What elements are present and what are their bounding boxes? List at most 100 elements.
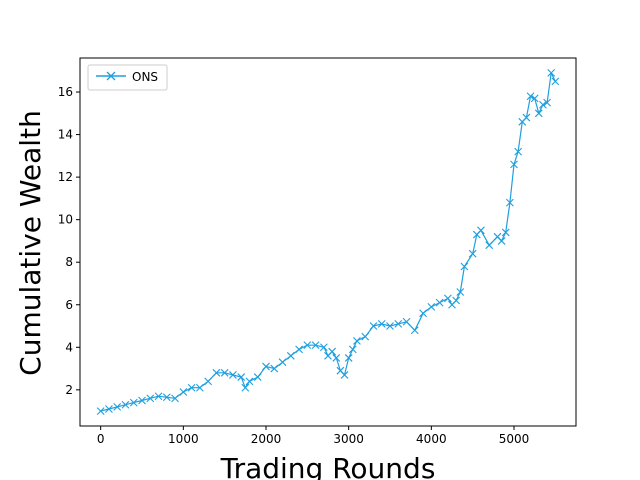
- data-point: [435, 298, 444, 307]
- x-tick-label: 0: [97, 432, 105, 446]
- legend-box: [87, 64, 168, 91]
- data-point-stroke: [212, 368, 221, 377]
- data-point-stroke: [460, 262, 469, 271]
- data-point: [427, 302, 436, 311]
- data-point: [113, 402, 122, 411]
- data-point: [547, 69, 556, 77]
- data-point: [551, 77, 560, 86]
- data-point-stroke: [361, 332, 370, 341]
- data-point-stroke: [220, 368, 229, 377]
- data-point-stroke: [336, 366, 345, 375]
- data-point-stroke: [534, 109, 543, 118]
- data-point: [514, 147, 523, 156]
- data-point: [369, 322, 378, 330]
- data-point: [303, 341, 312, 350]
- data-point: [332, 354, 341, 362]
- data-point-stroke: [526, 92, 535, 101]
- data-point: [530, 94, 539, 103]
- y-tick-label: 14: [58, 128, 73, 142]
- data-point-stroke: [245, 377, 254, 386]
- data-point-stroke: [278, 358, 287, 367]
- data-point: [402, 317, 411, 326]
- data-point: [361, 332, 370, 341]
- data-point: [497, 237, 506, 245]
- data-point-stroke: [505, 198, 514, 207]
- data-point-stroke: [514, 147, 523, 156]
- data-point-stroke: [121, 400, 130, 409]
- data-point-stroke: [369, 322, 378, 330]
- data-point: [105, 405, 113, 413]
- data-point: [179, 388, 188, 396]
- data-point: [237, 373, 246, 381]
- data-point-stroke: [510, 160, 518, 169]
- data-point-stroke: [262, 362, 270, 371]
- data-point-stroke: [171, 394, 179, 403]
- data-point-stroke: [340, 371, 349, 379]
- y-tick-label: 8: [65, 255, 73, 269]
- data-point: [534, 109, 543, 118]
- legend-label-ons: ONS: [132, 70, 158, 84]
- data-point-stroke: [493, 232, 502, 241]
- data-point-stroke: [113, 402, 122, 411]
- data-point: [460, 262, 469, 271]
- data-point: [348, 345, 357, 354]
- data-point: [328, 347, 337, 356]
- data-point-stroke: [410, 326, 419, 335]
- x-tick-label: 4000: [416, 432, 447, 446]
- data-point-stroke: [477, 226, 485, 235]
- data-point: [278, 358, 287, 367]
- data-point-stroke: [394, 320, 403, 328]
- data-point: [171, 394, 179, 403]
- data-point: [129, 398, 138, 407]
- data-point-stroke: [419, 309, 427, 318]
- y-tick-label: 16: [58, 85, 73, 99]
- data-point: [543, 98, 551, 107]
- data-point-stroke: [402, 317, 411, 326]
- x-tick-label: 2000: [251, 432, 282, 446]
- data-point: [505, 198, 514, 207]
- data-point-stroke: [443, 294, 452, 303]
- data-point-stroke: [286, 351, 295, 360]
- data-point: [344, 354, 353, 362]
- data-point: [229, 371, 237, 379]
- data-point: [443, 294, 452, 303]
- data-point-stroke: [551, 77, 560, 86]
- x-tick-label: 3000: [333, 432, 364, 446]
- data-point: [146, 394, 155, 403]
- data-point-stroke: [456, 288, 465, 296]
- data-point: [241, 383, 250, 392]
- data-point-stroke: [138, 396, 146, 405]
- data-point: [526, 92, 535, 101]
- y-tick-label: 4: [65, 340, 73, 354]
- y-tick-label: 6: [65, 298, 73, 312]
- x-axis-title: Trading Rounds: [220, 452, 436, 480]
- data-point-stroke: [386, 322, 394, 330]
- data-point: [187, 383, 196, 392]
- data-point: [121, 400, 130, 409]
- data-point: [212, 368, 221, 377]
- data-point-stroke: [229, 371, 237, 379]
- data-point-stroke: [353, 337, 361, 345]
- data-point: [245, 377, 254, 386]
- data-point-stroke: [187, 383, 196, 392]
- data-point: [377, 320, 386, 328]
- data-point: [510, 160, 518, 169]
- data-point: [485, 241, 494, 250]
- data-point-stroke: [435, 298, 444, 307]
- y-axis-title: Cumulative Wealth: [14, 110, 47, 376]
- data-point: [501, 228, 510, 237]
- data-point-stroke: [522, 113, 531, 122]
- data-point-stroke: [154, 392, 163, 401]
- data-point-stroke: [295, 345, 303, 354]
- data-point-stroke: [377, 320, 386, 328]
- legend: ONS: [87, 64, 168, 91]
- data-point-stroke: [547, 69, 556, 77]
- data-point-stroke: [195, 383, 204, 392]
- data-point-stroke: [311, 341, 320, 350]
- data-point-stroke: [530, 94, 539, 103]
- data-point-stroke: [348, 345, 357, 354]
- data-point-stroke: [328, 347, 337, 356]
- x-tick-label: 1000: [168, 432, 199, 446]
- data-point-stroke: [146, 394, 155, 403]
